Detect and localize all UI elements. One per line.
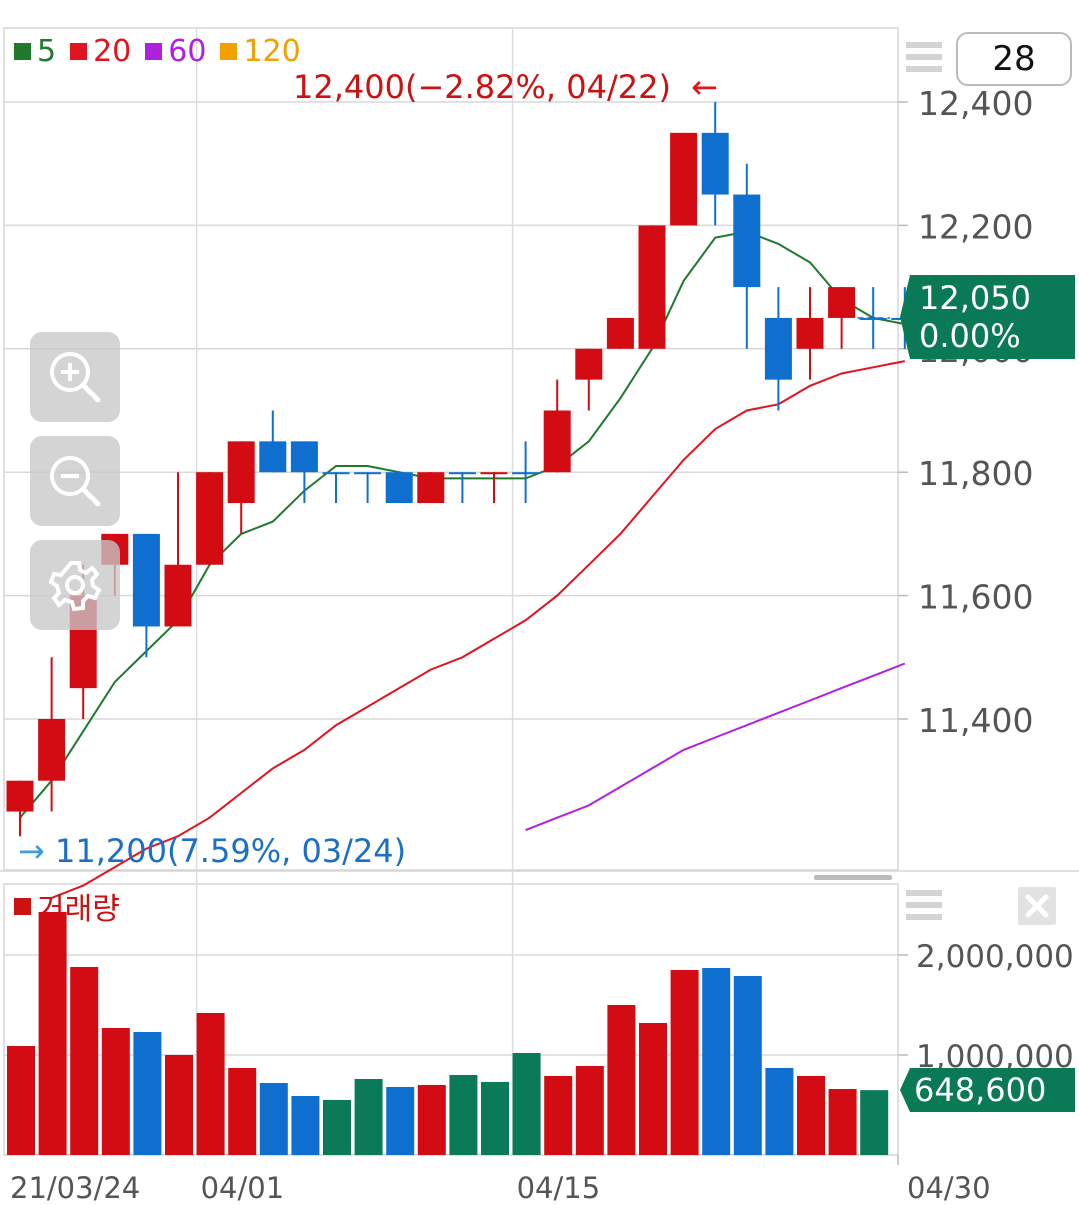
ma20-line [51,360,905,899]
zoom-in-button[interactable] [30,332,120,422]
arrow-right-icon: → [18,832,45,870]
candle-body [733,194,761,288]
candle-body [6,780,34,812]
current-volume-tag: 648,600 [900,1068,1075,1112]
candle-body [606,317,634,349]
candle-body [164,564,192,627]
candle-body [132,533,160,627]
chart-legend: 5 20 60 120 [14,34,301,69]
volume-bar [291,1096,320,1155]
volume-bar [544,1076,573,1155]
volume-title: 거래량 [37,892,120,927]
candle-body [575,348,603,380]
candle-body [448,472,476,475]
x-tick-label: 04/30 [907,1171,991,1205]
volume-menu-icon[interactable] [906,890,942,924]
volume-bar [670,970,699,1155]
zoom-out-icon [50,456,101,507]
volume-bar [797,1076,825,1155]
candle-body [828,287,856,318]
settings-button[interactable] [30,540,120,630]
candle-body [227,441,255,504]
volume-bar [860,1090,889,1155]
y-tick-label: 11,600 [918,578,1033,617]
gear-icon [48,561,102,612]
current-price-change: 0.00% [919,317,1021,355]
high-annotation-text: 12,400(−2.82%, 04/22) [293,68,671,106]
volume-bar [228,1068,257,1155]
volume-bar [196,1013,225,1155]
zoom-out-button[interactable] [30,436,120,526]
volume-bar [259,1083,288,1155]
volume-tick-label: 2,000,000 [916,939,1074,975]
volume-bar [165,1055,193,1155]
volume-bar [607,1005,636,1155]
x-tick-label: 21/03/24 [10,1171,140,1205]
volume-bar [449,1075,478,1155]
price-menu-icon[interactable] [906,42,942,76]
volume-bar [38,912,67,1155]
zoom-in-icon [50,352,101,403]
volume-bar [733,976,762,1155]
candle-body [638,225,666,349]
high-annotation: 12,400(−2.82%, 04/22) ← [293,68,718,106]
volume-bar [765,1068,794,1155]
volume-bar [354,1079,383,1155]
legend-item-ma5: 5 [14,34,56,69]
candle-body [259,441,287,473]
y-tick-label: 11,400 [918,701,1033,740]
price-panel-frame [3,27,899,871]
current-price-value: 12,050 [919,279,1031,317]
candle-body [38,719,66,781]
volume-bar [133,1032,162,1155]
candle-body [701,132,729,195]
volume-bar [101,1028,130,1155]
candle-body [480,472,508,475]
candle-body [385,472,413,504]
volume-bar [828,1089,857,1155]
volume-bar [512,1053,541,1155]
volume-bar [639,1023,667,1155]
volume-bar [481,1082,509,1155]
candle-body [512,472,540,475]
volume-bar [323,1100,351,1155]
panel-resize-handle[interactable] [814,875,892,880]
y-tick-label: 12,200 [918,207,1033,246]
candle-body [290,441,318,473]
volume-bar [702,968,731,1155]
current-price-tag: 12,050 0.00% [900,275,1075,359]
candle-body [354,472,382,475]
candle-body [764,317,792,380]
ma60-line [525,662,906,832]
volume-close-icon[interactable] [1018,887,1056,925]
volume-bar [7,1046,35,1155]
volume-bar [575,1066,604,1155]
candle-body [670,132,698,226]
candle-body [543,410,571,473]
x-tick-label: 04/15 [517,1171,601,1205]
y-tick-label: 12,400 [918,84,1033,123]
candle-body [859,317,887,320]
arrow-left-icon: ← [691,68,718,106]
legend-item-ma60: 60 [145,34,206,69]
legend-item-ma20: 20 [70,34,131,69]
legend-item-ma120: 120 [220,34,301,69]
period-selector[interactable]: 28 [956,32,1072,86]
volume-bar [417,1085,446,1155]
volume-legend: 거래량 [14,884,120,928]
volume-bar [386,1087,415,1155]
x-tick-label: 04/01 [201,1171,285,1205]
low-annotation-text: 11,200(7.59%, 03/24) [54,832,407,870]
candle-body [322,472,350,475]
candle-body [796,317,824,349]
volume-bar [70,967,99,1155]
candle-body [196,472,224,565]
candle-body [417,472,445,504]
y-tick-label: 11,800 [918,454,1033,493]
low-annotation: → 11,200(7.59%, 03/24) [18,832,406,870]
